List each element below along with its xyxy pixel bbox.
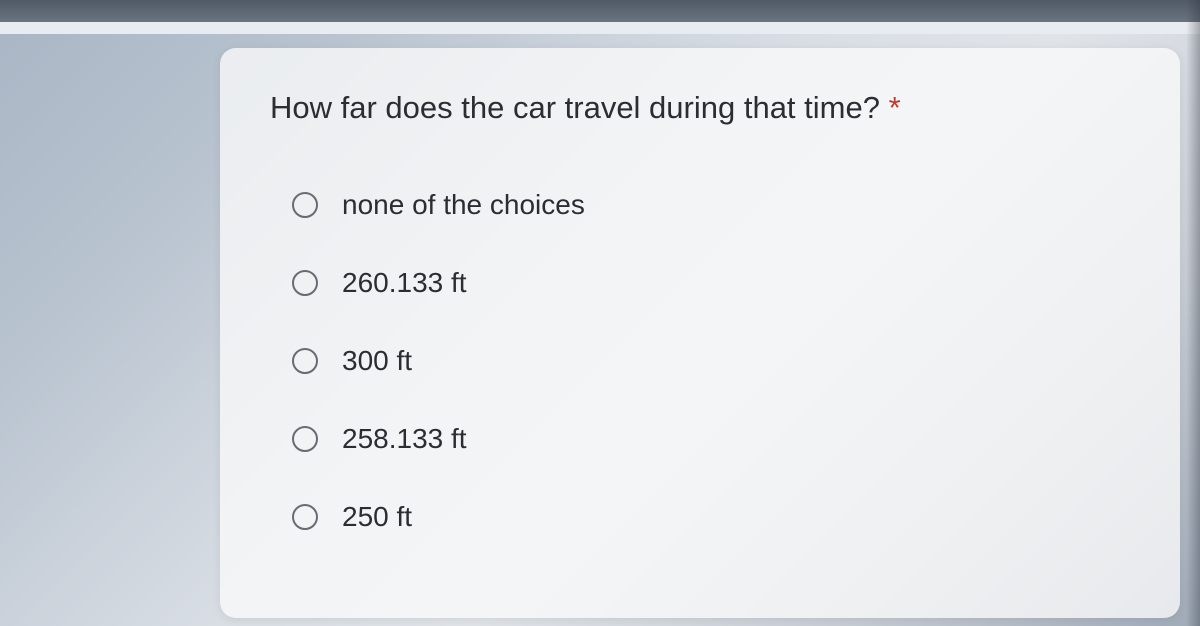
option-label: 258.133 ft xyxy=(342,423,467,455)
required-asterisk: * xyxy=(880,90,901,125)
option-label: 250 ft xyxy=(342,501,412,533)
option-none[interactable]: none of the choices xyxy=(292,166,1130,244)
radio-icon xyxy=(292,426,318,452)
option-label: none of the choices xyxy=(342,189,585,221)
option-250[interactable]: 250 ft xyxy=(292,478,1130,556)
screen-right-vignette xyxy=(1186,0,1200,626)
question-card: How far does the car travel during that … xyxy=(220,48,1180,618)
option-260-133[interactable]: 260.133 ft xyxy=(292,244,1130,322)
radio-icon xyxy=(292,270,318,296)
question-text: How far does the car travel during that … xyxy=(270,90,880,125)
option-258-133[interactable]: 258.133 ft xyxy=(292,400,1130,478)
options-list: none of the choices 260.133 ft 300 ft 25… xyxy=(270,166,1130,556)
radio-icon xyxy=(292,504,318,530)
question-text-container: How far does the car travel during that … xyxy=(270,90,1130,126)
option-label: 260.133 ft xyxy=(342,267,467,299)
window-titlebar xyxy=(0,0,1200,22)
option-label: 300 ft xyxy=(342,345,412,377)
option-300[interactable]: 300 ft xyxy=(292,322,1130,400)
radio-icon xyxy=(292,348,318,374)
radio-icon xyxy=(292,192,318,218)
window-toolbar-strip xyxy=(0,22,1200,34)
